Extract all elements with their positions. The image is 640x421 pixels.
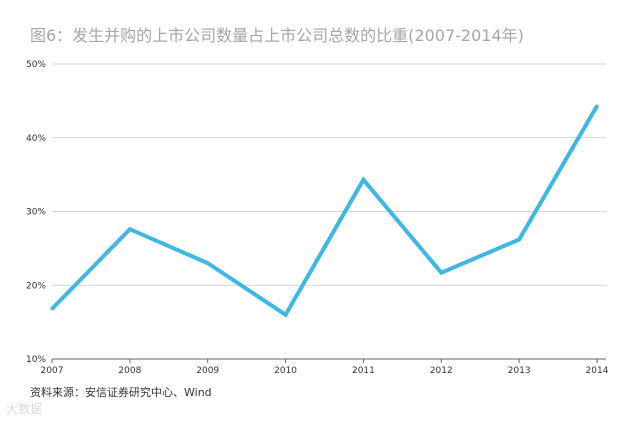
y-tick-label: 10% — [26, 355, 46, 365]
y-tick-label: 50% — [26, 60, 46, 70]
x-tick-label: 2010 — [274, 366, 297, 376]
data-point-2008 — [128, 227, 132, 231]
chart-title: 图6：发生并购的上市公司数量占上市公司总数的比重(2007-2014年) — [30, 26, 524, 45]
watermark-logo: 大数据 — [6, 402, 43, 416]
y-axis-tick-labels: 10% 20% 30% 40% 50% — [26, 60, 46, 365]
x-tick-label: 2012 — [430, 366, 453, 376]
data-point-2013 — [517, 238, 521, 242]
data-point-2014 — [595, 104, 599, 108]
data-point-2009 — [206, 261, 210, 265]
x-tick-label: 2009 — [196, 366, 219, 376]
series-layer — [50, 104, 599, 318]
data-point-2010 — [284, 313, 288, 317]
x-tick-label: 2008 — [118, 366, 141, 376]
y-tick-label: 30% — [26, 208, 46, 218]
x-tick-label: 2013 — [508, 366, 531, 376]
series-line — [50, 105, 599, 318]
grid-lines — [52, 63, 606, 360]
x-tick-label: 2014 — [586, 366, 609, 376]
data-point-2007 — [50, 307, 54, 311]
data-point-2011 — [361, 178, 365, 182]
y-tick-label: 20% — [26, 281, 46, 291]
x-tick-label: 2011 — [352, 366, 375, 376]
x-axis-tick-labels: 2007 2008 2009 2010 2011 2012 2013 2014 — [41, 359, 609, 376]
y-tick-label: 40% — [26, 134, 46, 144]
x-tick-label: 2007 — [41, 366, 64, 376]
data-point-2012 — [439, 271, 443, 275]
source-note: 资料来源：安信证券研究中心、Wind — [30, 386, 212, 399]
